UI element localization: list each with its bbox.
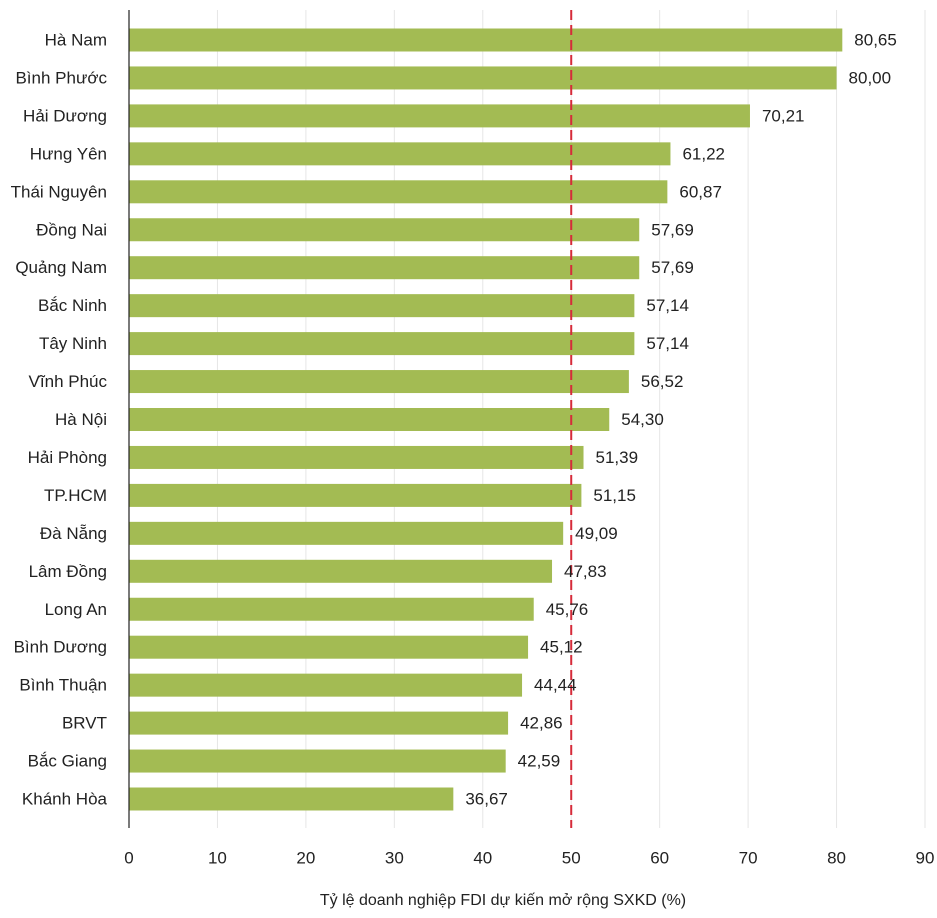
value-label: 61,22 bbox=[682, 144, 725, 163]
category-label: Hà Nam bbox=[45, 31, 107, 50]
bar bbox=[129, 332, 635, 356]
category-label: Bình Dương bbox=[14, 638, 107, 657]
category-label: Hà Nội bbox=[55, 410, 107, 429]
category-labels: Hà Nam Bình Phước Hải Dương Hưng Yên Thái Ng… bbox=[11, 31, 108, 809]
category-label: Thái Nguyên bbox=[11, 182, 107, 201]
bar bbox=[129, 673, 523, 697]
value-label: 42,86 bbox=[520, 714, 563, 733]
bar bbox=[129, 256, 640, 280]
category-label: Bắc Ninh bbox=[38, 296, 107, 315]
category-label: TP.HCM bbox=[44, 486, 107, 505]
value-label: 44,44 bbox=[534, 676, 577, 695]
category-label: Hưng Yên bbox=[30, 144, 107, 163]
bar bbox=[129, 28, 843, 52]
bar bbox=[129, 142, 671, 166]
bar bbox=[129, 408, 610, 431]
bar bbox=[129, 787, 454, 811]
x-tick-label: 90 bbox=[916, 849, 935, 868]
category-label: Đồng Nai bbox=[36, 220, 107, 239]
bar bbox=[129, 483, 582, 507]
x-tick-label: 30 bbox=[385, 849, 404, 868]
x-tick-label: 70 bbox=[739, 849, 758, 868]
value-label: 47,83 bbox=[564, 562, 607, 581]
x-tick-label: 60 bbox=[650, 849, 669, 868]
category-label: Hải Phòng bbox=[28, 448, 107, 467]
value-label: 70,21 bbox=[762, 106, 805, 125]
value-label: 80,00 bbox=[849, 68, 892, 87]
bar bbox=[129, 749, 506, 773]
value-label: 45,12 bbox=[540, 638, 583, 657]
value-labels: 80,65 80,00 70,21 61,22 60,87 57,69 57,69 57,14… bbox=[465, 31, 897, 809]
x-tick-label: 40 bbox=[473, 849, 492, 868]
bar bbox=[129, 635, 529, 659]
value-label: 80,65 bbox=[854, 31, 897, 50]
value-label: 57,69 bbox=[651, 258, 694, 277]
value-label: 51,39 bbox=[596, 448, 639, 467]
bar bbox=[129, 445, 584, 469]
category-label: Bắc Giang bbox=[28, 752, 107, 771]
x-axis-title: Tỷ lệ doanh nghiệp FDI dự kiến mở rộng S… bbox=[320, 892, 686, 909]
value-label: 42,59 bbox=[518, 752, 561, 771]
category-label: Long An bbox=[45, 600, 107, 619]
x-tick-label: 20 bbox=[296, 849, 315, 868]
category-label: Đà Nẵng bbox=[40, 524, 107, 543]
bar bbox=[129, 180, 668, 204]
value-label: 51,15 bbox=[593, 486, 636, 505]
category-label: BRVT bbox=[62, 714, 107, 733]
value-label: 57,14 bbox=[646, 296, 689, 315]
bar bbox=[129, 559, 553, 583]
value-label: 49,09 bbox=[575, 524, 618, 543]
x-tick-label: 80 bbox=[827, 849, 846, 868]
bar bbox=[129, 370, 629, 394]
bar bbox=[129, 218, 640, 242]
x-tick-labels: 0 10 20 30 40 50 60 70 80 90 bbox=[124, 849, 934, 868]
category-label: Khánh Hòa bbox=[22, 790, 108, 809]
category-label: Bình Thuận bbox=[19, 676, 107, 695]
bar bbox=[129, 294, 635, 318]
bar bbox=[129, 66, 837, 90]
bar bbox=[129, 711, 509, 735]
value-label: 60,87 bbox=[679, 182, 722, 201]
bars bbox=[129, 28, 843, 811]
category-label: Vĩnh Phúc bbox=[29, 372, 108, 391]
bar bbox=[129, 104, 750, 128]
x-tick-label: 10 bbox=[208, 849, 227, 868]
x-tick-label: 50 bbox=[562, 849, 581, 868]
category-label: Tây Ninh bbox=[39, 334, 107, 353]
value-label: 57,14 bbox=[646, 334, 689, 353]
category-label: Lâm Đồng bbox=[29, 562, 107, 581]
category-label: Hải Dương bbox=[23, 106, 107, 125]
x-tick-label: 0 bbox=[124, 849, 133, 868]
value-label: 56,52 bbox=[641, 372, 684, 391]
value-label: 54,30 bbox=[621, 410, 664, 429]
value-label: 57,69 bbox=[651, 220, 694, 239]
category-label: Quảng Nam bbox=[15, 258, 107, 277]
bar bbox=[129, 597, 534, 621]
value-label: 36,67 bbox=[465, 790, 508, 809]
category-label: Bình Phước bbox=[15, 68, 107, 87]
bar bbox=[129, 521, 564, 545]
value-label: 45,76 bbox=[546, 600, 589, 619]
